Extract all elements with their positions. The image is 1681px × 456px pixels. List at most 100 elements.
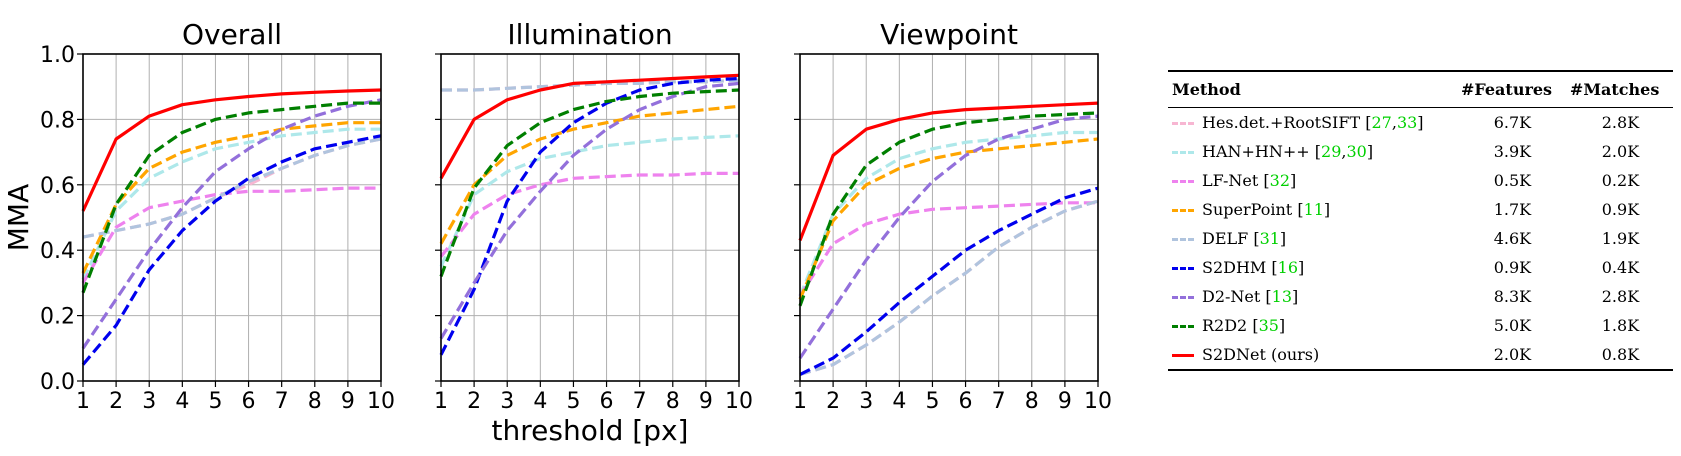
method-cell: S2DNet (ours) — [1168, 340, 1457, 370]
methods-table-wrap: Method #Features #Matches Hes.det.+RootS… — [1168, 70, 1673, 371]
series-line-han-hn — [798, 130, 1098, 297]
features-cell: 1.7K — [1493, 200, 1532, 219]
method-cell: Hes.det.+RootSIFT [27,33] — [1168, 108, 1457, 138]
citation-ref: 11 — [1303, 200, 1324, 219]
features-cell: 6.7K — [1493, 113, 1532, 132]
features-cell: 4.6K — [1493, 229, 1532, 248]
y-axis-label: MMA — [2, 184, 35, 251]
citation-sep: , — [1391, 113, 1397, 132]
citation-ref: 29 — [1321, 142, 1342, 161]
plot-frame — [440, 53, 740, 382]
x-tick-label: 7 — [633, 389, 647, 414]
series-line-delf — [82, 137, 382, 239]
series-line-s2dnet-ours — [798, 101, 1099, 241]
x-tick-label: 2 — [109, 389, 123, 414]
table-row: Hes.det.+RootSIFT [27,33] 6.7K 2.8K — [1168, 108, 1673, 138]
y-tick-label: 0.6 — [40, 174, 75, 199]
plot-frame — [799, 53, 1099, 382]
citation-ref: 31 — [1259, 229, 1280, 248]
method-cell: R2D2 [35] — [1168, 311, 1457, 340]
legend-swatch — [1172, 354, 1194, 357]
series-line-r2d2 — [439, 88, 740, 277]
x-tick-label: 3 — [142, 389, 156, 414]
x-tick-label: 4 — [892, 389, 906, 414]
citation-bracket: [ — [1266, 258, 1278, 277]
x-tick-label: 8 — [666, 389, 680, 414]
matches-cell: 1.9K — [1601, 229, 1640, 248]
y-tick-label: 0.0 — [40, 370, 75, 395]
series-line-superpoint — [798, 137, 1099, 300]
legend-swatch — [1172, 238, 1194, 241]
citation-bracket: [ — [1292, 200, 1304, 219]
method-name: SuperPoint — [1202, 200, 1293, 219]
table-row: SuperPoint [11] 1.7K 0.9K — [1168, 195, 1673, 224]
x-tick-label: 10 — [725, 389, 753, 414]
series-line-s2dnet-ours — [439, 73, 740, 180]
citation-ref: 27 — [1371, 113, 1392, 132]
method-name: LF-Net — [1202, 171, 1259, 190]
x-axis-label: threshold [px] — [492, 414, 689, 447]
features-cell: 2.0K — [1493, 345, 1532, 364]
series-line-lf-net — [81, 186, 381, 284]
matches-cell: 0.4K — [1601, 258, 1640, 277]
y-tick-label: 0.8 — [40, 108, 75, 133]
legend-swatch — [1172, 180, 1194, 183]
chart-panel-1: 1 2 3 4 5 6 7 8 9 10 0.0 0.2 0.4 0.6 0.8 1.0 Overall MMA — [2, 18, 395, 414]
citation-ref: 32 — [1269, 171, 1290, 190]
legend-swatch — [1172, 209, 1194, 212]
x-tick-label: 8 — [308, 389, 322, 414]
features-cell: 0.5K — [1493, 171, 1532, 190]
x-tick-label: 4 — [175, 389, 189, 414]
y-tick-label: 0.4 — [40, 239, 75, 264]
x-tick-label: 1 — [434, 389, 448, 414]
series-line-lf-net — [439, 171, 739, 258]
citation-bracket: ] — [1366, 142, 1374, 161]
series-line-han-hn — [439, 134, 740, 268]
x-tick-label: 2 — [826, 389, 840, 414]
matches-cell: 0.8K — [1601, 345, 1640, 364]
citation-bracket: [ — [1247, 316, 1259, 335]
method-cell: SuperPoint [11] — [1168, 195, 1457, 224]
header-method: Method — [1172, 80, 1241, 99]
x-tick-label: 5 — [925, 389, 939, 414]
citation-bracket: ] — [1292, 287, 1299, 306]
series-line-d2-net — [81, 98, 382, 350]
x-tick-label: 1 — [76, 389, 90, 414]
citation-ref: 16 — [1277, 258, 1298, 277]
series-line-s2dhm — [81, 134, 382, 366]
header-matches: #Matches — [1569, 80, 1660, 99]
method-name: R2D2 — [1202, 316, 1248, 335]
method-cell: DELF [31] — [1168, 224, 1457, 253]
table-row: D2-Net [13] 8.3K 2.8K — [1168, 282, 1673, 311]
series-line-d2-net — [798, 114, 1099, 359]
citation-bracket: [ — [1309, 142, 1322, 161]
x-tick-label: 2 — [467, 389, 481, 414]
chart-title: Overall — [182, 18, 282, 51]
table-row: DELF [31] 4.6K 1.9K — [1168, 224, 1673, 253]
citation-bracket: ] — [1298, 258, 1305, 277]
legend-swatch — [1172, 325, 1194, 328]
features-cell: 8.3K — [1493, 287, 1532, 306]
series-line-r2d2 — [798, 111, 1099, 307]
table-row: S2DNet (ours) 2.0K 0.8K — [1168, 340, 1673, 370]
x-tick-label: 3 — [859, 389, 873, 414]
methods-table: Method #Features #Matches Hes.det.+RootS… — [1168, 70, 1673, 371]
x-tick-label: 10 — [367, 389, 395, 414]
citation-bracket: ] — [1417, 113, 1424, 132]
legend-swatch — [1172, 296, 1194, 299]
features-cell: 5.0K — [1493, 316, 1532, 335]
chart-panel-3: 1 2 3 4 5 6 7 8 9 10 Viewpoint — [793, 18, 1112, 414]
x-tick-label: 10 — [1084, 389, 1112, 414]
method-cell: D2-Net [13] — [1168, 282, 1457, 311]
legend-swatch — [1172, 151, 1194, 154]
table-row: HAN+HN++ [29,30] 3.9K 2.0K — [1168, 137, 1673, 166]
citation-ref: 35 — [1258, 316, 1279, 335]
matches-cell: 1.8K — [1601, 316, 1640, 335]
x-tick-label: 5 — [208, 389, 222, 414]
y-tick-label: 0.2 — [40, 305, 75, 330]
table-body: Hes.det.+RootSIFT [27,33] 6.7K 2.8K HAN+HN+… — [1168, 108, 1673, 370]
method-name: S2DNet (ours) — [1202, 345, 1320, 364]
chart-title: Viewpoint — [880, 18, 1018, 51]
method-cell: HAN+HN++ [29,30] — [1168, 137, 1457, 166]
matches-cell: 2.8K — [1601, 113, 1640, 132]
